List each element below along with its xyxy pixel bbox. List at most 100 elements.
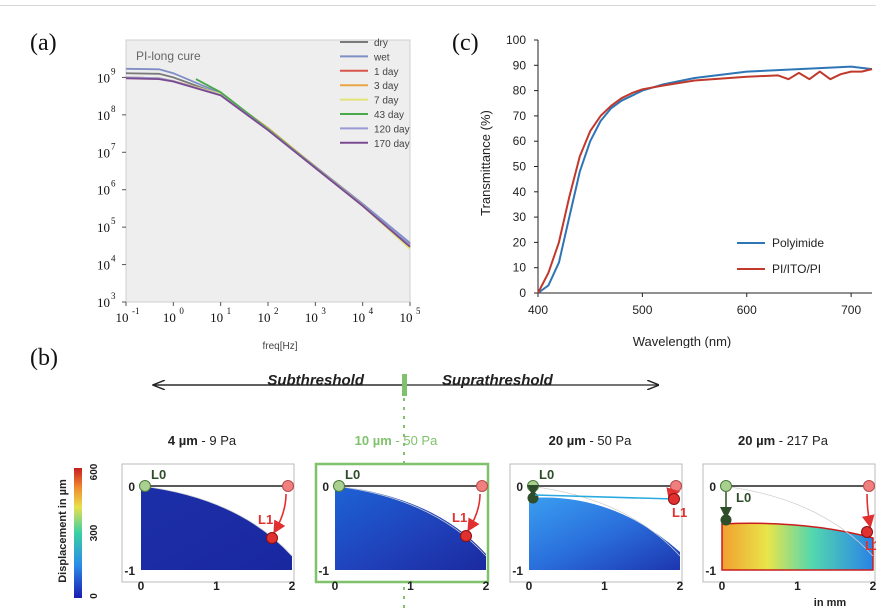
l1-start-marker xyxy=(863,480,875,492)
top-rule xyxy=(0,5,876,6)
deflection-line xyxy=(534,494,675,500)
panel-label-b: (b) xyxy=(30,345,58,371)
chart-c-xtick-label: 700 xyxy=(841,303,861,317)
chart-a-xtick-exp: -1 xyxy=(132,306,140,316)
l0-label: L0 xyxy=(539,467,554,482)
deformation-field xyxy=(529,497,680,570)
chart-a-ytick-exp: 6 xyxy=(111,179,116,189)
l0-marker xyxy=(720,480,732,492)
chart-c-ytick-label: 0 xyxy=(519,286,526,300)
threshold-marker xyxy=(402,374,407,396)
l1-label: L1 xyxy=(865,538,876,553)
y-tick-label: -1 xyxy=(124,564,135,578)
chart-a-ytick-exp: 4 xyxy=(111,254,116,264)
chart-a-ytick-label: 10 xyxy=(97,220,110,235)
chart-c-ytick-label: 90 xyxy=(513,58,527,72)
x-tick-label: 1 xyxy=(407,579,414,593)
chart-a-ytick-label: 10 xyxy=(97,295,110,310)
l1-start-marker xyxy=(670,480,682,492)
chart-a-ytick-label: 10 xyxy=(97,108,110,123)
chart-c-ytick-label: 80 xyxy=(513,84,527,98)
l1-end-marker xyxy=(861,526,873,538)
panel-title: 20 µm - 50 Pa xyxy=(549,433,632,448)
chart-a-xtick-label: 10 xyxy=(116,310,129,325)
chart-a-ytick-exp: 8 xyxy=(111,104,116,114)
reference-curve xyxy=(528,485,681,557)
reference-curve xyxy=(721,485,874,557)
chart-a-xtick-exp: 1 xyxy=(227,306,232,316)
chart-a-ytick-label: 10 xyxy=(97,183,110,198)
chart-a-ytick-label: 10 xyxy=(97,258,110,273)
chart-a-ytick-exp: 7 xyxy=(111,141,116,151)
chart-c-legend-label: Polyimide xyxy=(772,236,824,250)
chart-c-ytick-label: 50 xyxy=(513,160,527,174)
chart-a-xtick-exp: 5 xyxy=(416,306,420,316)
chart-a-legend-label: wet xyxy=(373,52,390,63)
l0-label: L0 xyxy=(151,467,166,482)
x-tick-label: 2 xyxy=(870,579,876,593)
l0-label: L0 xyxy=(345,467,360,482)
l1-displacement-arrow xyxy=(273,493,287,534)
x-tick-label: 1 xyxy=(794,579,801,593)
x-tick-label: 0 xyxy=(526,579,533,593)
colorbar-label: Displacement in µm xyxy=(57,479,69,583)
chart-c-xtick-label: 500 xyxy=(632,303,652,317)
unit-label: in mm xyxy=(814,597,847,609)
l0-displaced-marker xyxy=(527,492,539,504)
chart-a-legend-label: 170 day xyxy=(374,139,410,150)
chart-c-series xyxy=(537,65,873,294)
chart-c-axes: 0 10 20 30 40 50 60 70 80 90 100 400 500 600 700 xyxy=(506,33,872,317)
l1-label: L1 xyxy=(452,510,467,525)
chart-c-legend-label: PI/ITO/PI xyxy=(772,262,821,276)
l1-end-marker xyxy=(668,493,680,505)
panel-title: 20 µm - 217 Pa xyxy=(738,433,829,448)
reference-curve xyxy=(140,485,293,557)
chart-a-ytick-label: 10 xyxy=(97,145,110,160)
chart-c-xtick-label: 400 xyxy=(528,303,548,317)
colorbar-tick-300: 300 xyxy=(89,524,100,541)
y-tick-label: -1 xyxy=(318,564,329,578)
chart-a-xtick-exp: 3 xyxy=(321,306,326,316)
plot-area-a xyxy=(125,39,411,303)
l0-label: L0 xyxy=(736,490,751,505)
chart-c-ytick-label: 100 xyxy=(506,33,526,47)
chart-c-ylabel: Transmittance (%) xyxy=(478,110,493,216)
y-tick-label: 0 xyxy=(709,480,716,494)
l1-start-marker xyxy=(476,480,488,492)
chart-c-xlabel: Wavelength (nm) xyxy=(633,334,732,348)
chart-a-series-line xyxy=(125,77,411,248)
chart-a-legend-label: 1 day xyxy=(374,67,398,78)
simulation-figure: Subthreshold Suprathreshold Displacement… xyxy=(57,372,876,610)
chart-a-ytick-exp: 5 xyxy=(111,216,116,226)
chart-a-series xyxy=(125,67,411,250)
y-tick-label: 0 xyxy=(516,480,523,494)
panel-title: 10 µm - 50 Pa xyxy=(355,433,438,448)
chart-a-legend-label: 120 day xyxy=(374,124,410,135)
l0-displaced-marker xyxy=(720,514,732,526)
chart-a-xtick-label: 10 xyxy=(352,310,365,325)
suprathreshold-label: Suprathreshold xyxy=(442,372,554,389)
chart-a-xtick-label: 10 xyxy=(400,310,413,325)
l1-label: L1 xyxy=(258,512,273,527)
chart-c-xtick-label: 600 xyxy=(737,303,757,317)
deformation-field xyxy=(335,486,486,570)
colorbar-tick-0: 0 xyxy=(89,593,100,599)
x-tick-label: 2 xyxy=(289,579,296,593)
x-tick-label: 2 xyxy=(677,579,684,593)
chart-a-xtick-exp: 0 xyxy=(179,306,184,316)
chart-a-xtick-label: 10 xyxy=(305,310,318,325)
l1-end-marker xyxy=(266,532,278,544)
x-tick-label: 2 xyxy=(483,579,490,593)
panel-label-c: (c) xyxy=(452,30,479,56)
y-tick-label: -1 xyxy=(705,564,716,578)
chart-a-xtick-label: 10 xyxy=(163,310,176,325)
chart-a-xlabel: freq[Hz] xyxy=(262,341,297,352)
l0-marker xyxy=(333,480,345,492)
chart-a-title: PI-long cure xyxy=(136,49,201,63)
chart-c-legend: Polyimide PI/ITO/PI xyxy=(737,236,824,276)
chart-c-series-line xyxy=(537,65,873,294)
l0-marker xyxy=(527,480,539,492)
